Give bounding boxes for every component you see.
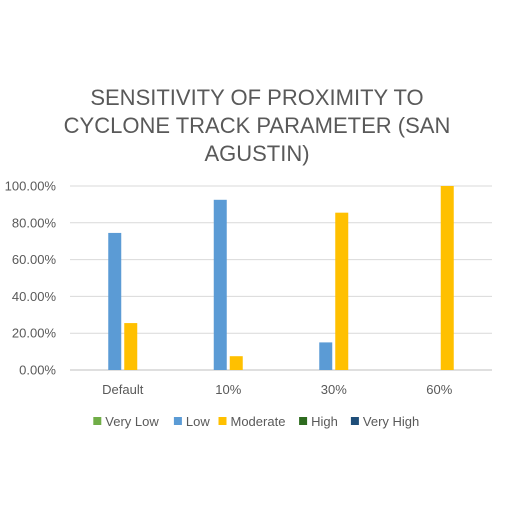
legend-label: Very High [363, 414, 419, 429]
chart-title-line-1: SENSITIVITY OF PROXIMITY TO [90, 85, 424, 110]
legend-swatch [93, 417, 102, 425]
legend-label: Moderate [231, 414, 286, 429]
y-tick-label: 20.00% [12, 326, 57, 341]
legend-swatch [299, 417, 308, 425]
chart-title-line-3: AGUSTIN) [204, 141, 310, 166]
y-tick-label: 80.00% [12, 215, 57, 230]
x-category-label: 60% [426, 382, 452, 397]
bar-low [319, 342, 333, 370]
legend-label: High [311, 414, 338, 429]
x-category-label: Default [102, 382, 144, 397]
bar-moderate [229, 356, 243, 370]
bar-moderate [335, 212, 349, 370]
x-category-label: 30% [321, 382, 347, 397]
legend-label: Very Low [105, 414, 159, 429]
legend-swatch [218, 417, 227, 425]
chart-title-line-2: CYCLONE TRACK PARAMETER (SAN [63, 113, 451, 138]
bar-moderate [124, 323, 138, 370]
legend-label: Low [186, 414, 210, 429]
legend-swatch [350, 417, 359, 425]
y-tick-label: 0.00% [19, 363, 56, 378]
bar-moderate [440, 186, 454, 370]
y-tick-label: 40.00% [12, 289, 57, 304]
x-category-label: 10% [215, 382, 241, 397]
chart-title: SENSITIVITY OF PROXIMITY TO CYCLONE TRAC… [40, 84, 474, 168]
legend-swatch [173, 417, 182, 425]
y-tick-label: 60.00% [12, 252, 57, 267]
y-tick-label: 100.00% [5, 179, 57, 194]
bar-low [213, 199, 227, 370]
bar-low [108, 232, 122, 370]
